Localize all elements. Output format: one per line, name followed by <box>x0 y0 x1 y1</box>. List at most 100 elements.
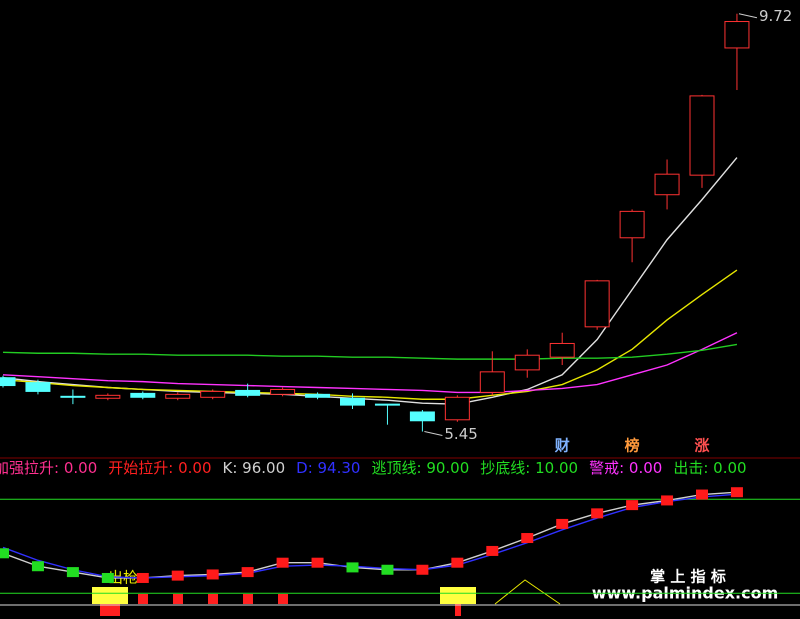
legend-label: 抄底线 <box>480 459 525 477</box>
k-marker <box>136 572 149 583</box>
candle-body <box>270 388 296 395</box>
k-marker <box>730 487 743 498</box>
signal-box <box>173 594 183 604</box>
candle-body <box>689 95 715 176</box>
legend-separator: : <box>416 459 426 477</box>
indicator-line <box>2 493 738 579</box>
legend-separator: : <box>308 459 318 477</box>
k-marker <box>451 557 464 568</box>
legend-label: 警戒 <box>589 459 619 477</box>
signals <box>92 579 561 616</box>
legend-label: 逃顶线 <box>371 459 416 477</box>
candle-body <box>619 210 645 239</box>
signal-box <box>208 594 218 604</box>
candle-body <box>549 342 575 358</box>
k-marker <box>591 508 604 519</box>
legend-value: 0.00 <box>64 459 97 477</box>
legend-entry: 逃顶线: 90.00 <box>371 459 469 477</box>
legend-separator: : <box>525 459 535 477</box>
legend-separator: : <box>54 459 64 477</box>
moving-average <box>2 269 738 400</box>
signal-box <box>100 604 120 616</box>
legend-label: 开始拉升 <box>108 459 168 477</box>
legend-separator: : <box>703 459 713 477</box>
candle-body <box>374 403 400 406</box>
k-marker <box>696 489 708 500</box>
legend-value: 10.00 <box>535 459 578 477</box>
k-marker <box>206 569 219 580</box>
candle-body <box>0 377 16 387</box>
moving-average <box>2 343 738 360</box>
candle-body <box>60 395 86 398</box>
legend-label: K <box>223 459 234 477</box>
legend-entry: 加强拉升: 0.00 <box>0 459 97 477</box>
legend-value: 0.00 <box>629 459 662 477</box>
min-label: 5.45 <box>444 425 477 443</box>
badge: 榜 <box>625 437 640 455</box>
k-marker <box>241 567 254 578</box>
candle-body <box>514 354 540 371</box>
signal-box <box>92 587 128 604</box>
candle-body <box>305 393 331 398</box>
candle-body <box>130 392 156 398</box>
signal-box <box>138 594 148 604</box>
k-marker <box>171 570 184 581</box>
candle-body <box>479 371 505 393</box>
candle-body <box>724 21 750 49</box>
legend-value: 94.30 <box>318 459 361 477</box>
k-marker <box>556 518 569 529</box>
max-label: 9.72 <box>759 7 792 25</box>
candle-body <box>95 394 121 399</box>
legend-separator: : <box>168 459 178 477</box>
candle-body <box>200 390 226 398</box>
legend-entry: D: 94.30 <box>296 459 360 477</box>
candle-body <box>235 389 261 396</box>
moving-average <box>2 157 738 405</box>
legend-value: 0.00 <box>178 459 211 477</box>
legend-value: 96.00 <box>242 459 285 477</box>
legend-entry: 开始拉升: 0.00 <box>108 459 211 477</box>
legend-entry: 警戒: 0.00 <box>589 459 662 477</box>
k-marker <box>276 557 289 568</box>
k-marker <box>521 533 534 544</box>
min-arrow <box>424 431 443 437</box>
k-marker <box>66 567 79 578</box>
signal-line <box>494 579 561 605</box>
legend-entry: K: 96.00 <box>223 459 286 477</box>
signal-box <box>440 587 476 604</box>
legend-label: 加强拉升 <box>0 459 54 477</box>
signal-box <box>278 594 288 604</box>
legend-separator: : <box>232 459 242 477</box>
candle-body <box>584 280 610 328</box>
signal-box <box>455 604 461 616</box>
legend-label: D <box>296 459 308 477</box>
candle-body <box>340 397 365 406</box>
legend-entry: 抄底线: 10.00 <box>480 459 578 477</box>
k-marker <box>416 564 429 575</box>
candle-body <box>409 411 435 422</box>
k-marker <box>0 548 9 559</box>
badge: 财 <box>555 437 570 455</box>
candle-body <box>654 173 680 196</box>
k-marker <box>381 564 394 575</box>
candle-body <box>444 396 470 421</box>
signal-box <box>243 594 253 604</box>
k-marker <box>626 500 639 511</box>
legend-entry: 出击: 0.00 <box>673 459 746 477</box>
k-marker <box>311 557 324 568</box>
legend-separator: : <box>619 459 629 477</box>
badge: 涨 <box>694 437 709 455</box>
legend-value: 90.00 <box>426 459 469 477</box>
k-marker <box>661 495 674 506</box>
legend-value: 0.00 <box>713 459 746 477</box>
k-marker <box>101 572 114 583</box>
candle-body <box>165 393 191 399</box>
max-arrow <box>738 13 758 19</box>
k-marker <box>346 562 359 573</box>
moving-average <box>2 332 738 394</box>
k-marker <box>31 561 44 572</box>
candle-body <box>25 382 51 392</box>
watermark-title: 掌 上 指 标 <box>650 568 726 586</box>
legend-label: 出击 <box>673 459 703 477</box>
